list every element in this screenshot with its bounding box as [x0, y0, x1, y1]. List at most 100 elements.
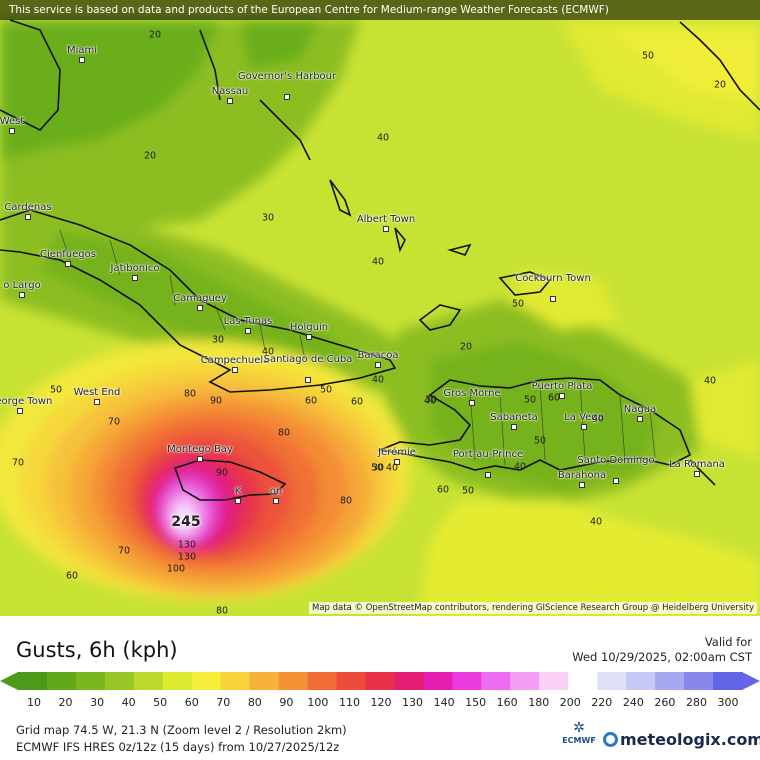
place-marker: [65, 261, 71, 267]
colorbar-swatch: [104, 672, 135, 690]
place-marker: [232, 367, 238, 373]
colorbar-swatch: [75, 672, 106, 690]
place-label: La Romana: [669, 459, 725, 470]
meteologix-logo[interactable]: meteologix.com: [603, 730, 760, 749]
colorbar-swatch: [713, 672, 743, 690]
colorbar-tick-label: 150: [465, 696, 487, 709]
contour-value-label: 50: [461, 485, 475, 497]
contour-value-label: 50: [49, 384, 63, 396]
ecmwf-logo[interactable]: ✲ ECMWF: [560, 720, 598, 754]
place-label: Port-au-Prince: [452, 449, 524, 460]
colorbar-tick-label: 220: [591, 696, 613, 709]
contour-value-label: 60: [304, 395, 318, 407]
contour-value-label: 60: [65, 570, 79, 582]
contour-value-label: 40: [376, 132, 390, 144]
place-label: Santiago de Cuba: [263, 354, 353, 365]
colorbar-swatch: [452, 672, 482, 690]
place-label: Santo Domingo: [577, 455, 655, 466]
place-label: Governor's Harbour: [237, 71, 337, 82]
colorbar-tick-label: 260: [654, 696, 676, 709]
place-marker: [306, 334, 312, 340]
place-marker: [579, 482, 585, 488]
colorbar-swatch: [220, 672, 251, 690]
place-label: Camaguey: [173, 293, 227, 304]
place-marker: [25, 214, 31, 220]
colorbar-left-arrow: [0, 672, 18, 690]
contour-value-label: 90: [209, 395, 223, 407]
place-label: K: [234, 486, 242, 497]
colorbar-tick-label: 90: [279, 696, 294, 709]
place-marker: [559, 393, 565, 399]
contour-value-label: 20: [459, 341, 473, 353]
map-attribution[interactable]: Map data © OpenStreetMap contributors, r…: [309, 602, 757, 614]
colorbar-tick-label: 50: [153, 696, 168, 709]
colorbar-swatch: [249, 672, 280, 690]
place-label: Sabaneta: [490, 412, 538, 423]
colorbar-tick-label: 40: [121, 696, 136, 709]
contour-value-label: 50: [523, 394, 537, 406]
colorbar-tick-label: 240: [622, 696, 644, 709]
colorbar-swatch: [481, 672, 511, 690]
place-label: Miami: [66, 45, 98, 56]
colorbar-swatch: [394, 672, 425, 690]
colorbar-tick-label: 80: [247, 696, 262, 709]
contour-value-label: 80: [277, 427, 291, 439]
place-label: Puerto Plata: [531, 381, 593, 392]
colorbar-swatch: [684, 672, 714, 690]
colorbar: [0, 672, 760, 690]
place-marker: [197, 456, 203, 462]
grid-info: Grid map 74.5 W, 21.3 N (Zoom level 2 / …: [16, 723, 347, 737]
model-info: ECMWF IFS HRES 0z/12z (15 days) from 10/…: [16, 740, 340, 754]
place-label: Campechuela: [200, 355, 270, 366]
contour-value-label: 60: [436, 484, 450, 496]
contour-value-label: 60: [547, 392, 561, 404]
colorbar-swatch: [597, 672, 627, 690]
place-marker: [394, 459, 400, 465]
contour-value-label: 40: [703, 375, 717, 387]
gust-map[interactable]: Miami Nassau Governor's Harbour West Cardena…: [0, 0, 760, 616]
colorbar-swatch: [191, 672, 222, 690]
contour-value-label: 70: [11, 457, 25, 469]
contour-value-label: 20: [148, 29, 162, 41]
contour-value-label: 40: [589, 516, 603, 528]
place-marker: [132, 275, 138, 281]
contour-value-label: 70: [107, 416, 121, 428]
ecmwf-disclaimer-banner: This service is based on data and produc…: [0, 0, 760, 20]
colorbar-tick-label: 130: [402, 696, 424, 709]
meteologix-ring-icon: [603, 732, 618, 747]
ecmwf-logo-icon: ✲: [573, 720, 585, 736]
contour-value-label: 30: [371, 462, 385, 474]
place-marker: [550, 296, 556, 302]
contour-value-label: 40: [423, 395, 437, 407]
colorbar-tick-label: 300: [717, 696, 739, 709]
place-marker: [273, 498, 279, 504]
colorbar-swatch: [655, 672, 685, 690]
contour-value-label: 80: [339, 495, 353, 507]
place-label: Jérémie: [378, 447, 416, 458]
place-label: Baracoa: [357, 350, 399, 361]
colorbar-tick-label: 120: [370, 696, 392, 709]
colorbar-tick-label: 180: [528, 696, 550, 709]
place-label: Las Tunas: [223, 316, 273, 327]
contour-value-label: 50: [533, 435, 547, 447]
colorbar-swatch: [278, 672, 309, 690]
place-marker: [383, 226, 389, 232]
place-marker: [17, 408, 23, 414]
place-marker: [19, 292, 25, 298]
contour-value-label: 80: [215, 605, 229, 617]
contour-value-label: 40: [385, 462, 399, 474]
colorbar-tick-label: 70: [216, 696, 231, 709]
contour-value-label: 130: [177, 551, 197, 563]
colorbar-swatch: [539, 672, 569, 690]
colorbar-swatch: [365, 672, 396, 690]
legend-panel: Gusts, 6h (kph) Valid for Wed 10/29/2025…: [0, 616, 760, 760]
contour-value-label: 40: [261, 346, 275, 358]
place-label: on: [269, 486, 283, 497]
colorbar-swatch: [336, 672, 367, 690]
place-label: Holguin: [289, 322, 329, 333]
place-marker: [485, 472, 491, 478]
place-label: George Town: [0, 396, 53, 407]
colorbar-tick-label: 10: [27, 696, 41, 709]
colorbar-tick-label: 30: [90, 696, 105, 709]
place-label: West: [0, 116, 25, 127]
